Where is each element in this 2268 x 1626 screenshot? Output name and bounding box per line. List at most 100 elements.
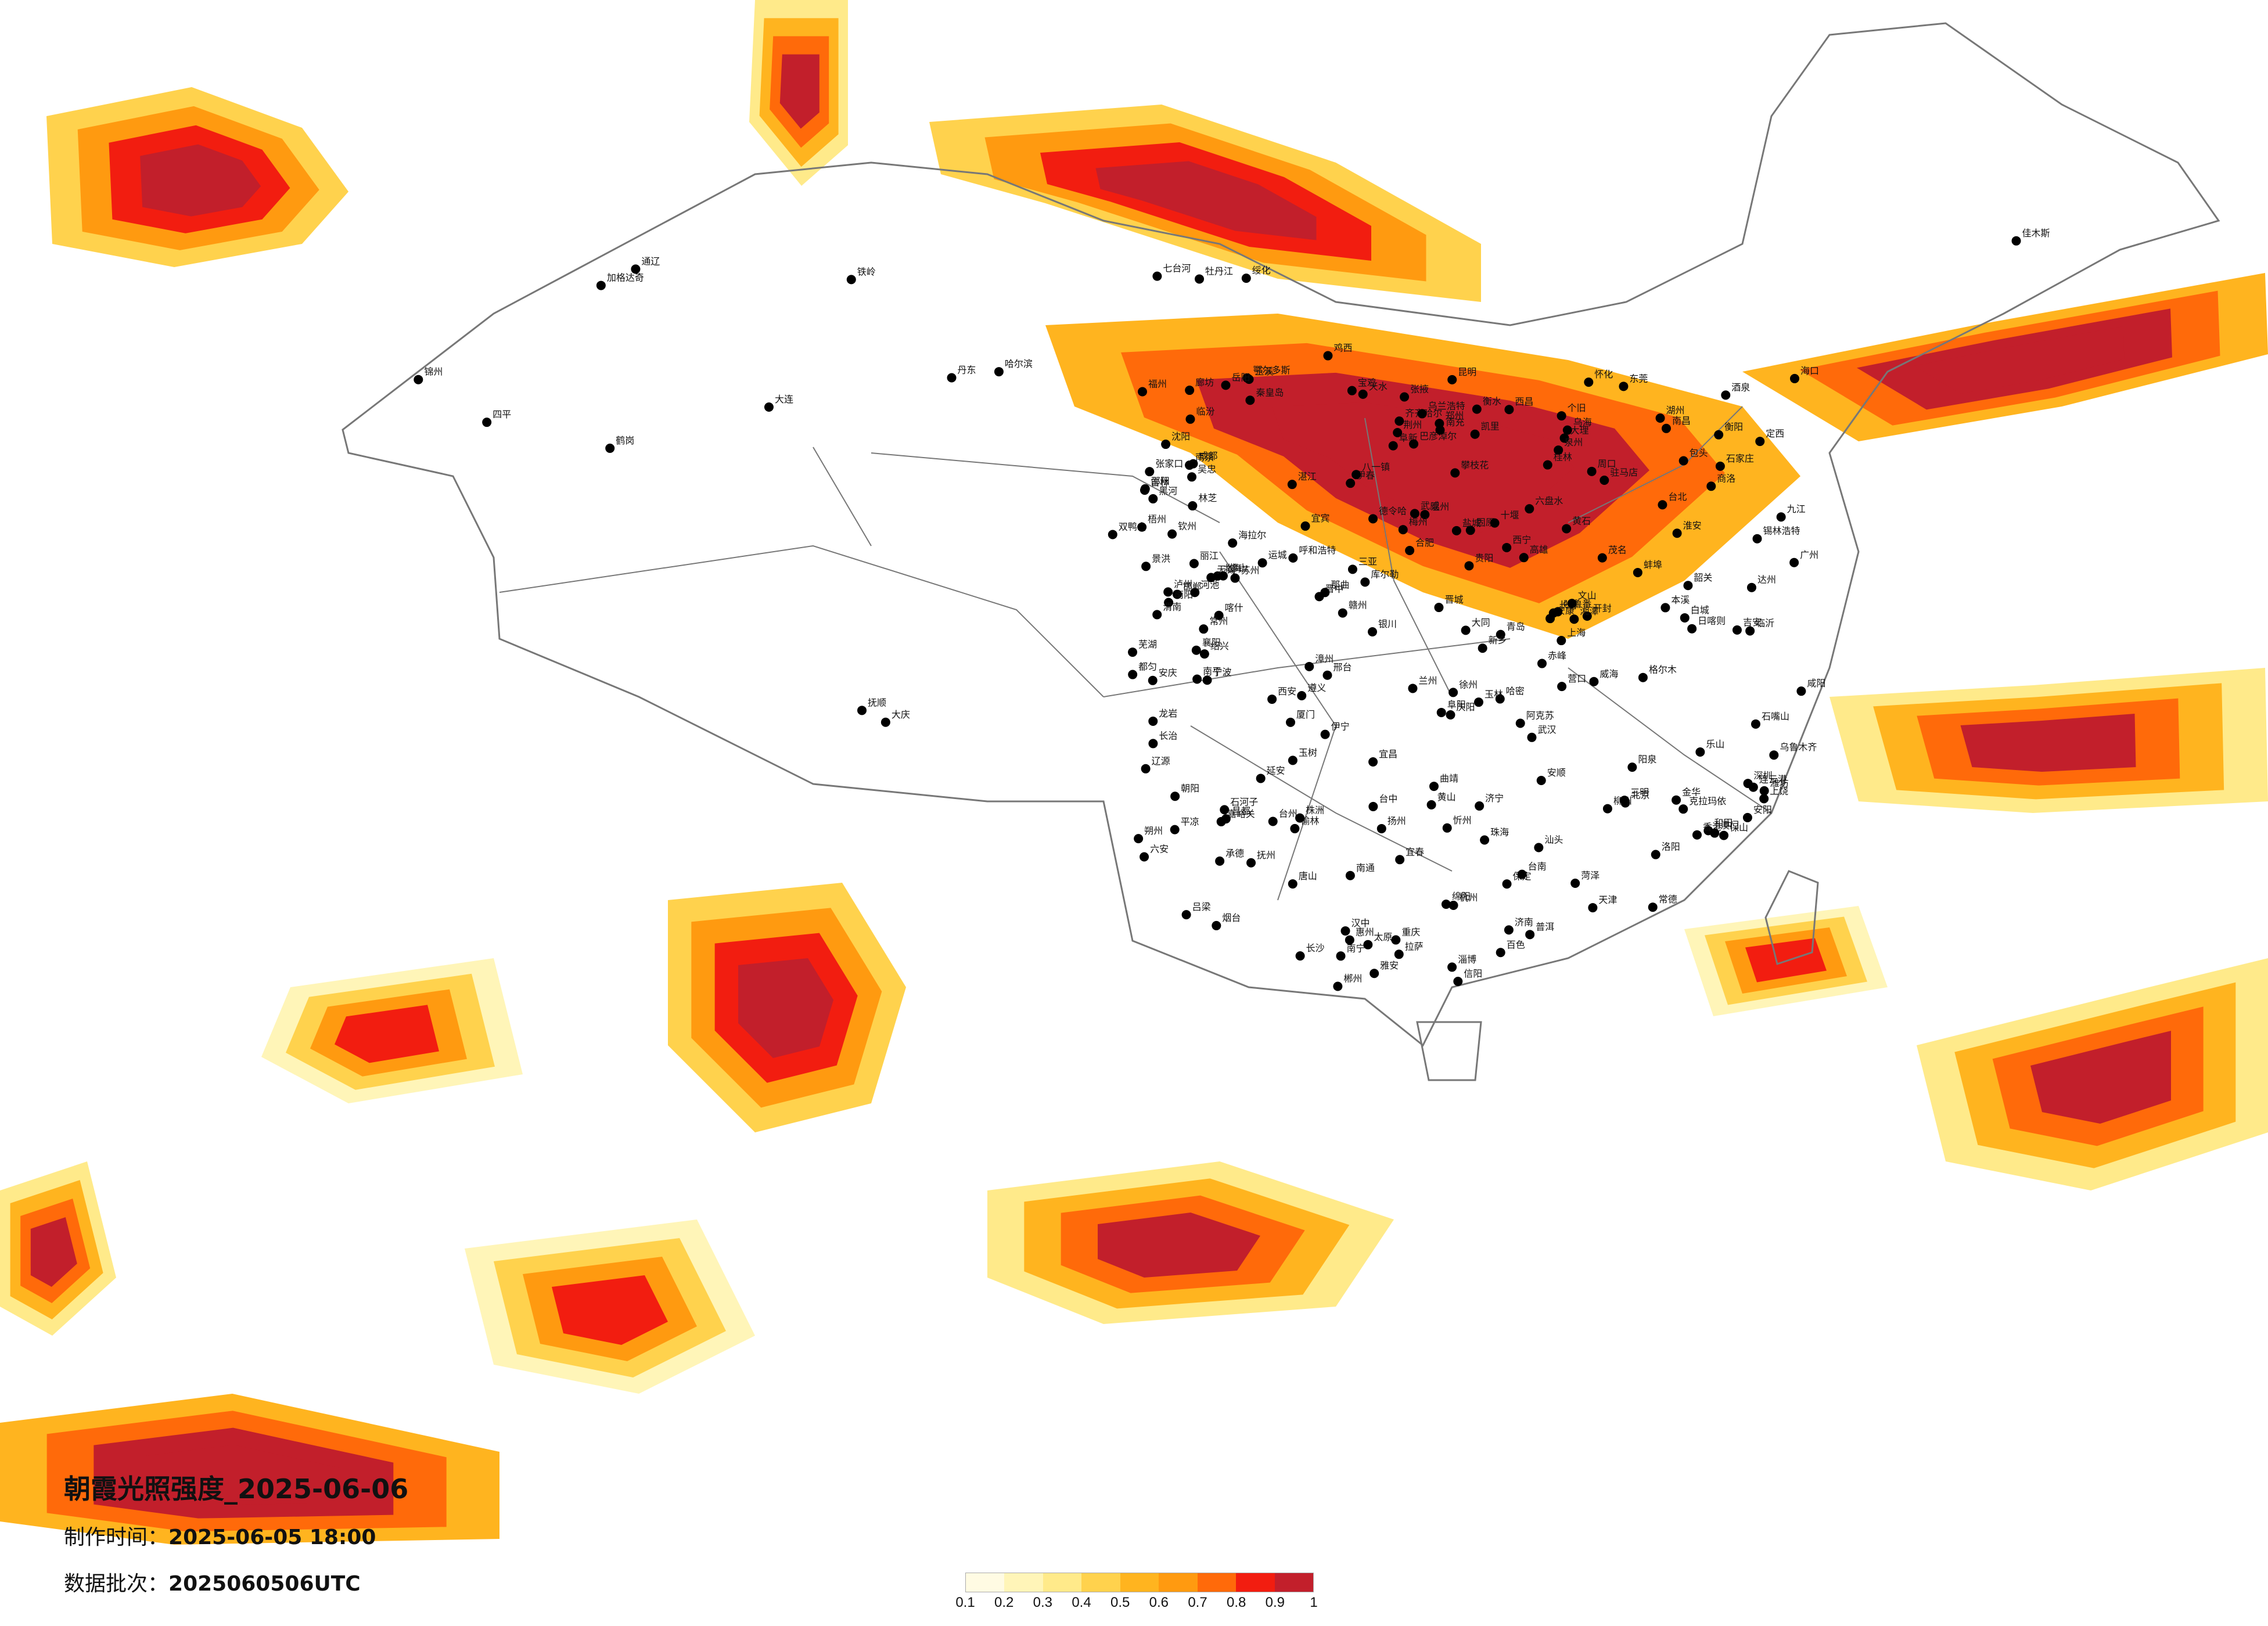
city-label: 绵阳 bbox=[1452, 891, 1471, 902]
city-dot bbox=[880, 717, 890, 727]
city-dot bbox=[1152, 610, 1162, 620]
city-dot bbox=[414, 375, 423, 384]
city-label: 朔州 bbox=[1144, 825, 1163, 836]
legend-tick: 0.5 bbox=[1110, 1595, 1130, 1610]
city-label: 遵义 bbox=[1307, 682, 1326, 693]
city-dot bbox=[1420, 510, 1430, 520]
province-border bbox=[1103, 638, 1511, 697]
city-dot bbox=[1417, 409, 1427, 419]
province-border bbox=[1364, 418, 1453, 697]
intensity-area bbox=[1914, 326, 2125, 394]
city-dot bbox=[1715, 461, 1725, 471]
production-time-label: 制作时间： bbox=[64, 1526, 169, 1549]
city-dot bbox=[1496, 629, 1505, 639]
city-label: 长治 bbox=[1159, 730, 1177, 741]
city-label: 苏州 bbox=[1241, 565, 1260, 576]
city-dot bbox=[1322, 670, 1332, 680]
city-label: 梧州 bbox=[1148, 514, 1166, 525]
city-label: 营口 bbox=[1568, 673, 1586, 684]
city-label: 连云港 bbox=[1759, 774, 1787, 785]
city-label: 周口 bbox=[1598, 458, 1616, 469]
city-label: 牡丹江 bbox=[1205, 265, 1233, 276]
city-label: 拉萨 bbox=[1405, 941, 1424, 952]
city-dot bbox=[1453, 977, 1463, 987]
city-dot bbox=[1370, 969, 1379, 979]
city-dot bbox=[1181, 910, 1191, 920]
city-dot bbox=[1692, 830, 1702, 840]
city-label: 温州 bbox=[1430, 501, 1449, 512]
city-label: 钦州 bbox=[1178, 521, 1196, 532]
city-dot bbox=[1680, 613, 1690, 623]
city-label: 玉林 bbox=[1485, 689, 1503, 700]
city-label: 台北 bbox=[1668, 491, 1687, 502]
city-dot bbox=[1587, 466, 1597, 476]
city-dot bbox=[1543, 460, 1552, 470]
intensity-area bbox=[140, 144, 261, 217]
city-label: 雅安 bbox=[1380, 960, 1399, 971]
city-dot bbox=[947, 373, 957, 383]
city-dot bbox=[1714, 430, 1724, 440]
city-label: 龙岩 bbox=[1159, 708, 1177, 719]
intensity-area bbox=[335, 1005, 439, 1063]
city-label: 昆明 bbox=[1458, 366, 1476, 377]
legend-swatch-5 bbox=[1120, 1573, 1159, 1592]
city-dot bbox=[1672, 528, 1682, 538]
city-dot bbox=[1504, 925, 1514, 935]
city-dot bbox=[1257, 558, 1267, 568]
city-label: 洛阳 bbox=[1662, 841, 1680, 852]
city-dot bbox=[1473, 697, 1483, 707]
city-label: 石河子 bbox=[1230, 796, 1258, 807]
legend-tick: 0.3 bbox=[1033, 1595, 1053, 1610]
city-label: 北京 bbox=[1631, 790, 1649, 801]
city-dot bbox=[1336, 951, 1346, 961]
intensity-area bbox=[1272, 402, 1574, 533]
city-label: 抚顺 bbox=[868, 697, 886, 708]
city-label: 曲靖 bbox=[1440, 773, 1458, 784]
city-dot bbox=[1706, 481, 1716, 491]
city-dot bbox=[1490, 518, 1500, 528]
city-label: 南京 bbox=[1195, 452, 1214, 463]
city-label: 吴忠 bbox=[1198, 463, 1216, 474]
city-label: 加格达奇 bbox=[607, 272, 644, 283]
city-dot bbox=[1228, 538, 1238, 548]
city-dot bbox=[1627, 762, 1637, 772]
city-dot bbox=[1447, 962, 1457, 972]
city-dot bbox=[1287, 480, 1297, 490]
city-dot bbox=[1651, 850, 1660, 859]
city-label: 定西 bbox=[1766, 428, 1784, 439]
city-label: 廊坊 bbox=[1195, 377, 1214, 388]
city-label: 佛山 bbox=[1229, 563, 1248, 574]
legend-tick: 0.2 bbox=[994, 1595, 1014, 1610]
legend-tick-labels: 0.1 0.2 0.3 0.4 0.5 0.6 0.7 0.8 0.9 1 bbox=[955, 1595, 1317, 1614]
city-dot bbox=[1170, 792, 1180, 801]
city-label: 鹤岗 bbox=[616, 435, 634, 446]
city-dot bbox=[1340, 926, 1350, 936]
city-label: 天津 bbox=[1598, 894, 1617, 905]
data-batch-label: 数据批次： bbox=[64, 1572, 169, 1596]
city-label: 七台河 bbox=[1163, 263, 1191, 274]
city-label: 郴州 bbox=[1343, 973, 1362, 984]
city-dot bbox=[1333, 981, 1343, 991]
city-label: 张掖 bbox=[1410, 384, 1429, 395]
city-dot bbox=[1346, 479, 1356, 488]
city-dot bbox=[1461, 625, 1471, 635]
city-dot bbox=[1534, 843, 1544, 852]
intensity-area bbox=[1098, 1213, 1260, 1278]
city-dot bbox=[1695, 747, 1705, 757]
city-dot bbox=[1517, 869, 1527, 879]
city-label: 白城 bbox=[1691, 605, 1709, 616]
city-dot bbox=[1435, 425, 1445, 435]
city-dot bbox=[1597, 553, 1607, 563]
city-label: 铁岭 bbox=[857, 266, 876, 277]
city-dot bbox=[1545, 614, 1555, 624]
city-dot bbox=[1464, 561, 1474, 571]
city-label: 平凉 bbox=[1181, 816, 1199, 828]
city-label: 成都 bbox=[1199, 451, 1217, 462]
city-dot bbox=[1140, 852, 1149, 862]
city-dot bbox=[1660, 603, 1670, 613]
city-dot bbox=[1527, 732, 1537, 742]
city-label: 那曲 bbox=[1331, 579, 1349, 590]
city-label: 岳阳 bbox=[1231, 372, 1250, 383]
province-border bbox=[1568, 667, 1772, 814]
city-label: 株洲 bbox=[1306, 805, 1324, 816]
